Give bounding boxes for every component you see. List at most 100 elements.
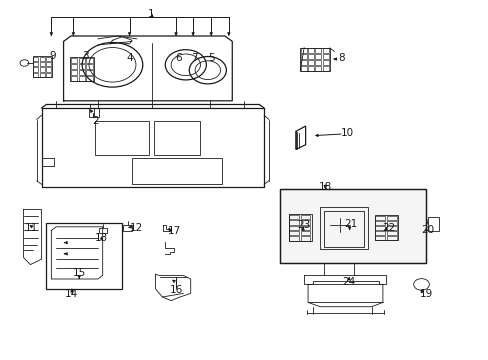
Text: 8: 8 — [337, 53, 344, 63]
Bar — [374, 221, 384, 225]
Bar — [71, 64, 77, 69]
Bar — [99, 228, 106, 233]
Text: 22: 22 — [381, 222, 395, 233]
Bar — [86, 70, 93, 75]
Bar — [71, 58, 77, 63]
Bar — [40, 67, 45, 72]
Bar — [288, 231, 298, 235]
Bar — [86, 64, 93, 69]
Bar — [40, 73, 45, 77]
Bar — [279, 189, 426, 263]
Text: 13: 13 — [94, 233, 108, 243]
Text: 20: 20 — [421, 225, 433, 235]
Bar — [86, 58, 93, 63]
Bar — [374, 226, 384, 230]
Bar — [300, 220, 310, 225]
Bar — [322, 60, 328, 65]
Bar — [46, 67, 51, 72]
Bar — [300, 48, 329, 71]
Bar — [33, 73, 39, 77]
Bar — [386, 236, 396, 240]
Bar — [79, 58, 85, 63]
Bar — [33, 67, 39, 72]
Bar — [79, 76, 85, 81]
Bar — [70, 57, 94, 81]
Bar — [40, 57, 45, 61]
Bar — [315, 49, 321, 53]
Bar — [307, 60, 313, 65]
Bar — [386, 231, 396, 235]
Bar — [322, 66, 328, 71]
Bar — [307, 66, 313, 71]
Bar — [154, 121, 200, 155]
Text: 2: 2 — [92, 116, 99, 126]
Bar — [323, 211, 363, 247]
Text: 21: 21 — [344, 219, 357, 229]
Bar — [300, 231, 310, 235]
Bar — [427, 217, 438, 231]
Bar — [79, 64, 85, 69]
Bar — [307, 54, 313, 59]
Bar — [123, 225, 132, 231]
Bar — [86, 76, 93, 81]
Bar — [315, 66, 321, 71]
Text: 16: 16 — [169, 285, 183, 295]
Bar — [288, 214, 311, 241]
Bar — [89, 108, 99, 117]
Bar — [374, 216, 384, 220]
Bar — [300, 236, 310, 241]
Text: 14: 14 — [65, 289, 79, 300]
Bar — [320, 207, 367, 249]
Text: 6: 6 — [175, 53, 182, 63]
Bar — [46, 73, 51, 77]
Text: 7: 7 — [191, 53, 198, 63]
Bar — [300, 60, 306, 65]
Text: 1: 1 — [148, 9, 155, 19]
Text: 17: 17 — [167, 226, 181, 236]
Bar — [307, 49, 313, 53]
Bar — [132, 158, 222, 184]
Bar — [322, 54, 328, 59]
Bar — [374, 231, 384, 235]
Text: 23: 23 — [297, 220, 310, 230]
Bar — [386, 226, 396, 230]
Bar — [300, 66, 306, 71]
Bar — [71, 76, 77, 81]
Bar — [46, 62, 51, 66]
Bar — [40, 62, 45, 66]
Bar — [33, 57, 39, 61]
Text: 24: 24 — [342, 276, 355, 287]
Bar — [288, 215, 298, 219]
Bar — [315, 60, 321, 65]
Bar — [288, 220, 298, 225]
Bar — [288, 236, 298, 241]
Bar — [386, 216, 396, 220]
Text: 10: 10 — [340, 128, 353, 138]
Text: 3: 3 — [82, 51, 89, 61]
Bar — [374, 215, 397, 240]
Bar — [95, 121, 149, 155]
Bar — [279, 189, 426, 263]
Bar — [46, 223, 122, 289]
Text: 19: 19 — [419, 289, 432, 300]
Bar — [46, 57, 51, 61]
Bar — [300, 225, 310, 230]
Text: 18: 18 — [318, 182, 331, 192]
Bar — [300, 49, 306, 53]
Text: 15: 15 — [72, 267, 86, 278]
Bar — [71, 70, 77, 75]
Bar — [288, 225, 298, 230]
Bar — [79, 70, 85, 75]
Text: 12: 12 — [129, 222, 142, 233]
Text: 4: 4 — [126, 53, 133, 63]
Bar — [300, 54, 306, 59]
Bar — [33, 56, 52, 77]
Text: 5: 5 — [207, 53, 214, 63]
Bar — [374, 236, 384, 240]
Bar — [315, 54, 321, 59]
Bar — [33, 62, 39, 66]
Text: 9: 9 — [49, 51, 56, 61]
Bar — [322, 49, 328, 53]
Text: 11: 11 — [25, 222, 39, 233]
Bar — [300, 215, 310, 219]
